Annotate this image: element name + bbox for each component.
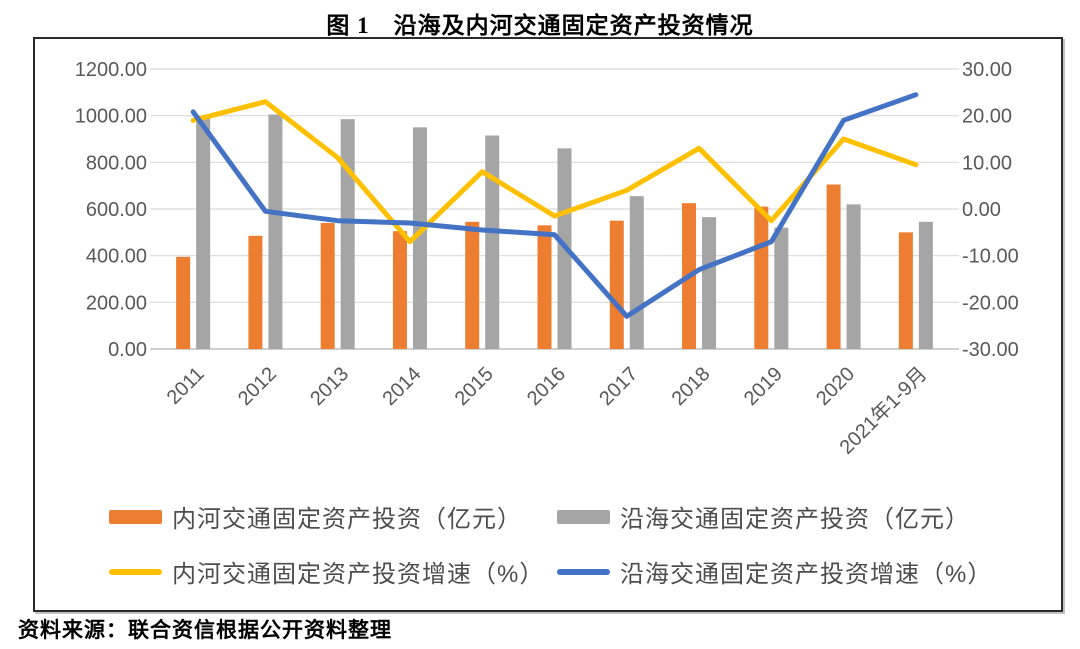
combo-chart: 1200.00 30.00 1000.00 20.00 800.00 10.00 600.0… [75, 59, 1019, 459]
coastal-investment-bar [340, 119, 355, 350]
left-axis-tick: 800.00 [86, 152, 147, 174]
inland-investment-bar [248, 235, 263, 349]
x-axis-label: 2016 [523, 363, 570, 410]
coastal-growth-line-swatch [557, 568, 610, 575]
inland-growth-line [190, 99, 919, 245]
coastal-investment-bar [846, 204, 861, 349]
x-axis-label: 2017 [595, 363, 642, 410]
coastal-investment-bar [774, 227, 789, 349]
right-axis-tick: -10.00 [962, 246, 1019, 268]
legend-label: 内河交通固定资产投资增速（%） [172, 561, 545, 588]
right-axis-tick: 0.00 [962, 199, 1001, 221]
left-axis-tick: 1200.00 [75, 59, 147, 81]
x-axis-label: 2018 [668, 363, 715, 410]
x-axis-label: 2019 [740, 363, 787, 410]
coastal-investment-bar [702, 217, 717, 349]
right-axis-tick: -20.00 [962, 292, 1019, 314]
inland-investment-bar [609, 220, 624, 349]
left-axis-tick: 200.00 [86, 292, 147, 314]
source-note: 资料来源：联合资信根据公开资料整理 [18, 618, 392, 642]
right-axis-tick: 10.00 [962, 152, 1012, 174]
x-axis-label: 2015 [451, 363, 498, 410]
inland-investment-bar [176, 256, 191, 349]
x-axis-label: 2014 [378, 363, 425, 410]
inland-growth-line-swatch [109, 568, 162, 575]
legend-item-inland-growth: 内河交通固定资产投资增速（%） [109, 554, 557, 589]
coastal-investment-bar [918, 221, 933, 349]
coastal-investment-bar [196, 116, 211, 349]
inland-investment-bar-swatch [109, 509, 162, 524]
coastal-investment-bar [485, 135, 500, 349]
coastal-investment-bar [412, 127, 427, 349]
inland-investment-bar [826, 184, 841, 349]
inland-investment-bar [392, 231, 407, 349]
x-axis-label: 2013 [306, 363, 353, 410]
left-axis-tick: 1000.00 [75, 106, 147, 128]
chart-legend: 内河交通固定资产投资（亿元） 沿海交通固定资产投资（亿元） 内河交通固定资产投资… [109, 499, 1029, 589]
inland-investment-bar [537, 225, 552, 349]
coastal-investment-bar [629, 196, 644, 349]
legend-label: 沿海交通固定资产投资增速（%） [620, 561, 993, 588]
legend-item-coastal-investment: 沿海交通固定资产投资（亿元） [557, 499, 1029, 534]
chart-title: 图 1 沿海及内河交通固定资产投资情况 [326, 13, 754, 38]
chart-panel: 1200.00 30.00 1000.00 20.00 800.00 10.00 600.0… [33, 37, 1063, 612]
legend-item-coastal-growth: 沿海交通固定资产投资增速（%） [557, 554, 1029, 589]
right-axis-tick: 30.00 [962, 59, 1012, 81]
left-axis-tick: 600.00 [86, 199, 147, 221]
inland-investment-bar [465, 221, 480, 349]
x-axis-label: 2011 [163, 363, 209, 409]
x-axis-label: 2012 [234, 363, 281, 410]
inland-investment-bar [320, 223, 335, 349]
inland-investment-bar [754, 206, 769, 349]
coastal-investment-bar-swatch [557, 509, 610, 524]
inland-investment-bar [898, 232, 913, 349]
x-axis-label: 2020 [812, 363, 859, 410]
left-axis-tick: 0.00 [108, 339, 147, 361]
legend-label: 沿海交通固定资产投资（亿元） [620, 506, 970, 533]
right-axis-tick: -30.00 [962, 339, 1019, 361]
legend-label: 内河交通固定资产投资（亿元） [172, 506, 522, 533]
left-axis-tick: 400.00 [86, 246, 147, 268]
legend-item-inland-investment: 内河交通固定资产投资（亿元） [109, 499, 557, 534]
coastal-investment-bar [268, 114, 283, 349]
coastal-growth-line [190, 92, 919, 319]
right-axis-tick: 20.00 [962, 106, 1012, 128]
